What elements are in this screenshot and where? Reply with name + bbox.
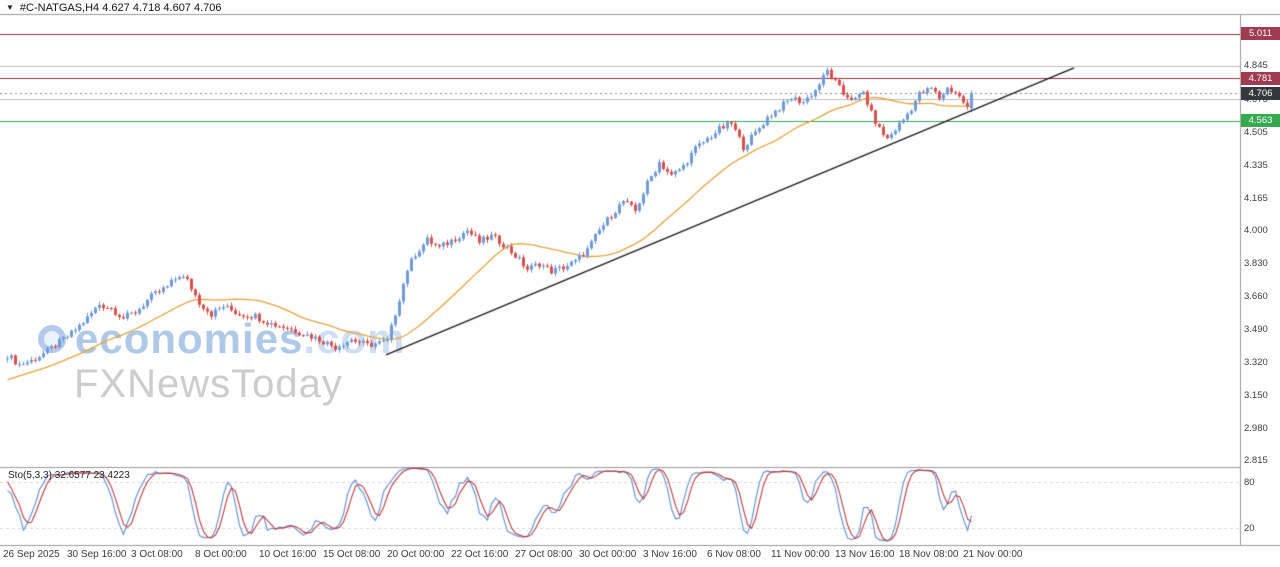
time-axis-label: 10 Oct 16:00 <box>259 549 317 560</box>
time-axis-label: 13 Nov 16:00 <box>835 549 895 560</box>
time-axis-label: 22 Oct 16:00 <box>451 549 509 560</box>
price-axis-label: 4.845 <box>1244 60 1268 72</box>
time-axis-label: 15 Oct 08:00 <box>323 549 381 560</box>
time-axis[interactable]: 26 Sep 2025 30 Sep 16:00 3 Oct 08:00 8 Oct … <box>0 546 1280 567</box>
stochastic-level-label: 20 <box>1244 523 1255 535</box>
price-axis-label: 3.150 <box>1244 390 1268 402</box>
symbol-ohlc-text: #C-NATGAS,H4 4.627 4.718 4.607 4.706 <box>19 2 222 14</box>
price-badge-resistance-level: 4.781 <box>1241 71 1280 85</box>
price-axis-label: 2.980 <box>1244 423 1268 435</box>
price-axis-label: 4.505 <box>1244 126 1268 138</box>
price-axis-label: 3.660 <box>1244 291 1268 303</box>
stochastic-indicator-label: Sto(5,3,3) 32.6577 23.4223 <box>8 470 130 481</box>
stochastic-level-label: 80 <box>1244 476 1255 488</box>
price-axis-label: 2.815 <box>1244 455 1268 467</box>
price-axis-label: 3.490 <box>1244 324 1268 336</box>
time-axis-label: 3 Nov 16:00 <box>643 549 697 560</box>
time-axis-label: 11 Nov 00:00 <box>771 549 830 560</box>
time-axis-label: 20 Oct 00:00 <box>387 549 445 560</box>
time-axis-label: 30 Oct 00:00 <box>579 549 637 560</box>
time-axis-label: 21 Nov 00:00 <box>963 549 1023 560</box>
price-axis-label: 3.830 <box>1244 257 1268 269</box>
time-axis-label: 8 Oct 00:00 <box>195 549 247 560</box>
chevron-down-icon[interactable]: ▼ <box>6 3 14 12</box>
price-axis[interactable]: 4.8454.6754.5054.3354.1654.0003.8303.660… <box>1241 14 1280 545</box>
price-axis-label: 4.165 <box>1244 192 1268 204</box>
price-badge-support-level: 4.563 <box>1241 114 1280 128</box>
price-axis-label: 4.335 <box>1244 159 1268 171</box>
time-axis-label: 27 Oct 08:00 <box>515 549 573 560</box>
time-axis-label: 18 Nov 08:00 <box>899 549 959 560</box>
price-axis-label: 4.000 <box>1244 224 1268 236</box>
price-badge-resistance-level: 5.011 <box>1241 27 1280 41</box>
symbol-header[interactable]: ▼ #C-NATGAS,H4 4.627 4.718 4.607 4.706 <box>6 2 222 14</box>
price-axis-label: 3.320 <box>1244 357 1268 369</box>
time-axis-label: 26 Sep 2025 <box>3 549 60 560</box>
time-axis-label: 30 Sep 16:00 <box>67 549 127 560</box>
time-axis-label: 6 Nov 08:00 <box>707 549 761 560</box>
time-axis-label: 3 Oct 08:00 <box>131 549 183 560</box>
price-badge-current-price: 4.706 <box>1241 86 1280 100</box>
